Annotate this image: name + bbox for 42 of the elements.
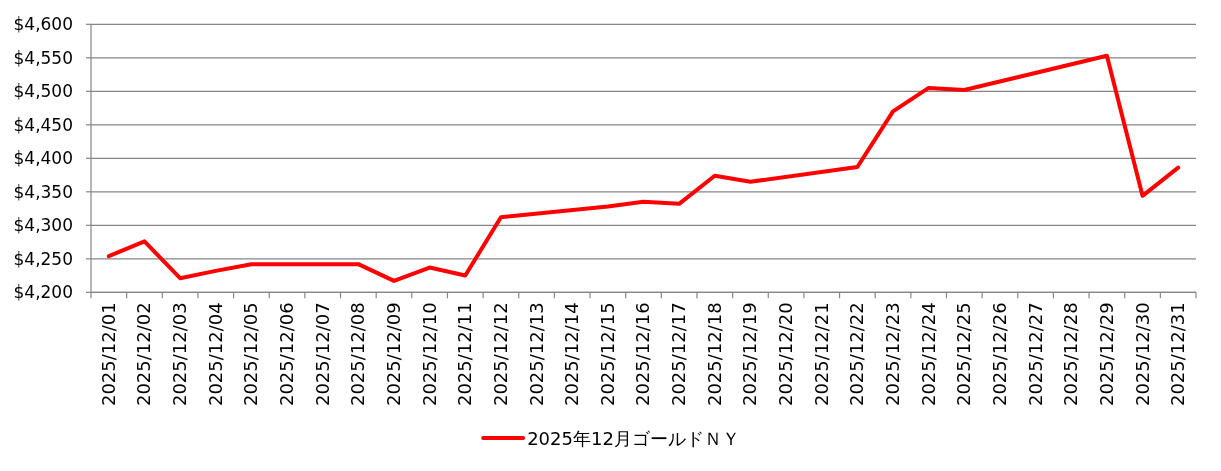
x-tick-label: 2025/12/28 [1060,302,1082,407]
legend: 2025年12月ゴールドＮＹ [481,427,740,449]
x-tick-label: 2025/12/12 [489,302,511,407]
y-tick-label: $4,500 [13,81,73,102]
x-tick-label: 2025/12/18 [703,302,725,407]
x-tick-label: 2025/12/24 [917,302,939,407]
x-tick-label: 2025/12/30 [1131,302,1153,407]
x-tick-label: 2025/12/13 [525,302,547,407]
x-tick-label: 2025/12/23 [882,302,904,407]
x-tick-label: 2025/12/31 [1167,302,1189,407]
y-tick-label: $4,550 [13,47,73,68]
x-tick-label: 2025/12/07 [311,302,333,407]
x-tick-label: 2025/12/08 [347,302,369,407]
x-tick-label: 2025/12/04 [204,302,226,407]
x-tick-label: 2025/12/03 [169,302,191,407]
y-tick-label: $4,200 [13,282,73,303]
x-tick-label: 2025/12/16 [632,302,654,407]
x-tick-label: 2025/12/05 [240,302,262,407]
legend-label: 2025年12月ゴールドＮＹ [527,427,740,449]
x-tick-label: 2025/12/10 [418,302,440,407]
x-tick-label: 2025/12/25 [953,302,975,407]
y-tick-label: $4,250 [13,248,73,269]
y-tick-label: $4,450 [13,114,73,135]
y-tick-label: $4,400 [13,148,73,169]
y-tick-label: $4,350 [13,181,73,202]
x-tick-label: 2025/12/26 [988,302,1010,407]
x-tick-label: 2025/12/20 [775,302,797,407]
x-tick-label: 2025/12/15 [596,302,618,407]
x-tick-label: 2025/12/02 [133,302,155,407]
y-tick-label: $4,300 [13,215,73,236]
x-tick-label: 2025/12/19 [739,302,761,407]
x-tick-label: 2025/12/01 [97,302,119,407]
x-tick-label: 2025/12/22 [846,302,868,407]
x-tick-label: 2025/12/29 [1095,302,1117,407]
y-tick-label: $4,600 [13,14,73,35]
x-tick-label: 2025/12/21 [810,302,832,407]
x-tick-label: 2025/12/14 [561,302,583,407]
x-tick-label: 2025/12/06 [276,302,298,407]
x-tick-label: 2025/12/11 [454,302,476,407]
x-tick-label: 2025/12/17 [668,302,690,407]
x-tick-label: 2025/12/09 [382,302,404,407]
x-tick-label: 2025/12/27 [1024,302,1046,407]
